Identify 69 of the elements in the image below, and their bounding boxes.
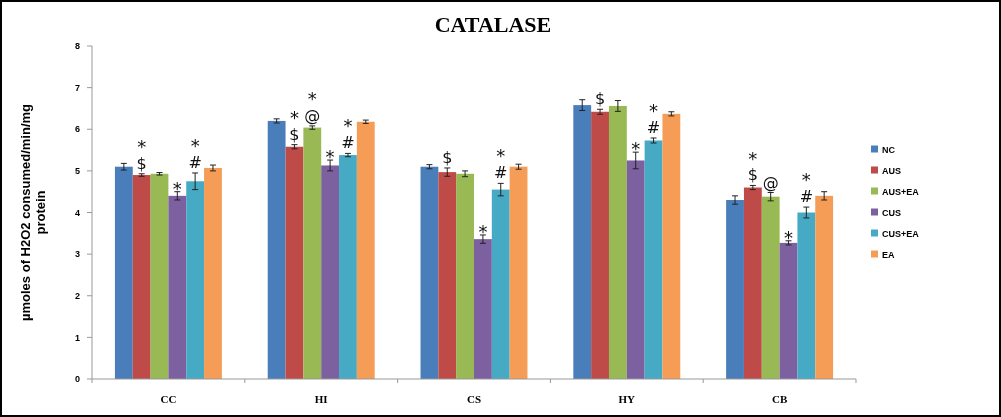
bar xyxy=(779,242,798,379)
bar xyxy=(474,239,492,379)
bar xyxy=(132,175,151,379)
y-tick-label: 1 xyxy=(74,332,80,343)
data-label: * xyxy=(325,146,335,168)
data-label: * $ xyxy=(289,106,300,144)
bar xyxy=(114,166,133,379)
bar xyxy=(761,196,780,379)
bar xyxy=(204,167,222,379)
data-label: $ xyxy=(594,89,606,109)
bar xyxy=(150,173,169,379)
bar xyxy=(456,173,474,379)
bar xyxy=(626,160,645,379)
bar xyxy=(815,195,834,379)
bar xyxy=(267,120,286,379)
y-tick-label: 5 xyxy=(74,166,80,177)
y-tick-label: 7 xyxy=(74,82,80,93)
bar xyxy=(356,121,375,379)
y-tick-label: 2 xyxy=(74,290,80,301)
x-tick-label: CB xyxy=(771,393,788,405)
data-label: * # xyxy=(341,115,355,153)
legend-label: NC xyxy=(882,144,896,155)
legend-label: EA xyxy=(882,249,895,260)
x-tick-label: CC xyxy=(160,393,177,405)
data-label: * # xyxy=(799,169,814,207)
bar xyxy=(726,200,744,379)
legend-label: CUS xyxy=(882,207,902,218)
data-label: * xyxy=(478,221,488,243)
bar xyxy=(321,165,340,379)
legend-label: CUS+EA xyxy=(882,228,920,239)
data-label: $ xyxy=(442,147,453,167)
y-axis-title: µmoles of H2O2 consumed/min/mg protein xyxy=(18,103,48,321)
bar xyxy=(591,111,609,379)
data-label: * $ xyxy=(747,147,758,185)
data-label: * # xyxy=(494,145,508,183)
bar xyxy=(303,127,322,379)
y-tick-label: 8 xyxy=(74,41,80,52)
data-label: * xyxy=(631,138,641,160)
bar xyxy=(797,212,816,379)
y-tick-label: 6 xyxy=(74,124,80,135)
bar xyxy=(168,195,187,379)
data-label: * @ xyxy=(304,88,321,125)
data-label: @ xyxy=(762,172,779,192)
bar xyxy=(491,189,510,379)
data-label: * # xyxy=(188,135,202,172)
x-tick-label: HI xyxy=(314,393,328,405)
chart-title: CATALASE xyxy=(434,12,552,37)
bar xyxy=(339,155,357,379)
bar xyxy=(509,166,528,379)
bar xyxy=(573,105,592,379)
bar xyxy=(186,181,205,379)
bar xyxy=(644,140,663,379)
y-tick-label: 0 xyxy=(74,374,80,385)
y-tick-label: 4 xyxy=(74,207,80,218)
bar xyxy=(420,166,439,379)
x-tick-label: HY xyxy=(618,393,636,405)
data-label: * xyxy=(784,226,794,248)
data-label: * $ xyxy=(136,135,147,173)
bar xyxy=(662,113,681,379)
bar xyxy=(285,146,304,379)
legend-label: AUS+EA xyxy=(882,186,920,197)
data-label: * xyxy=(172,177,182,199)
bar xyxy=(608,105,627,379)
bar xyxy=(438,172,457,379)
x-tick-label: CS xyxy=(466,393,482,405)
legend-label: AUS xyxy=(882,165,902,176)
bar xyxy=(743,187,762,379)
data-label: * # xyxy=(646,100,661,137)
y-tick-label: 3 xyxy=(74,249,80,260)
